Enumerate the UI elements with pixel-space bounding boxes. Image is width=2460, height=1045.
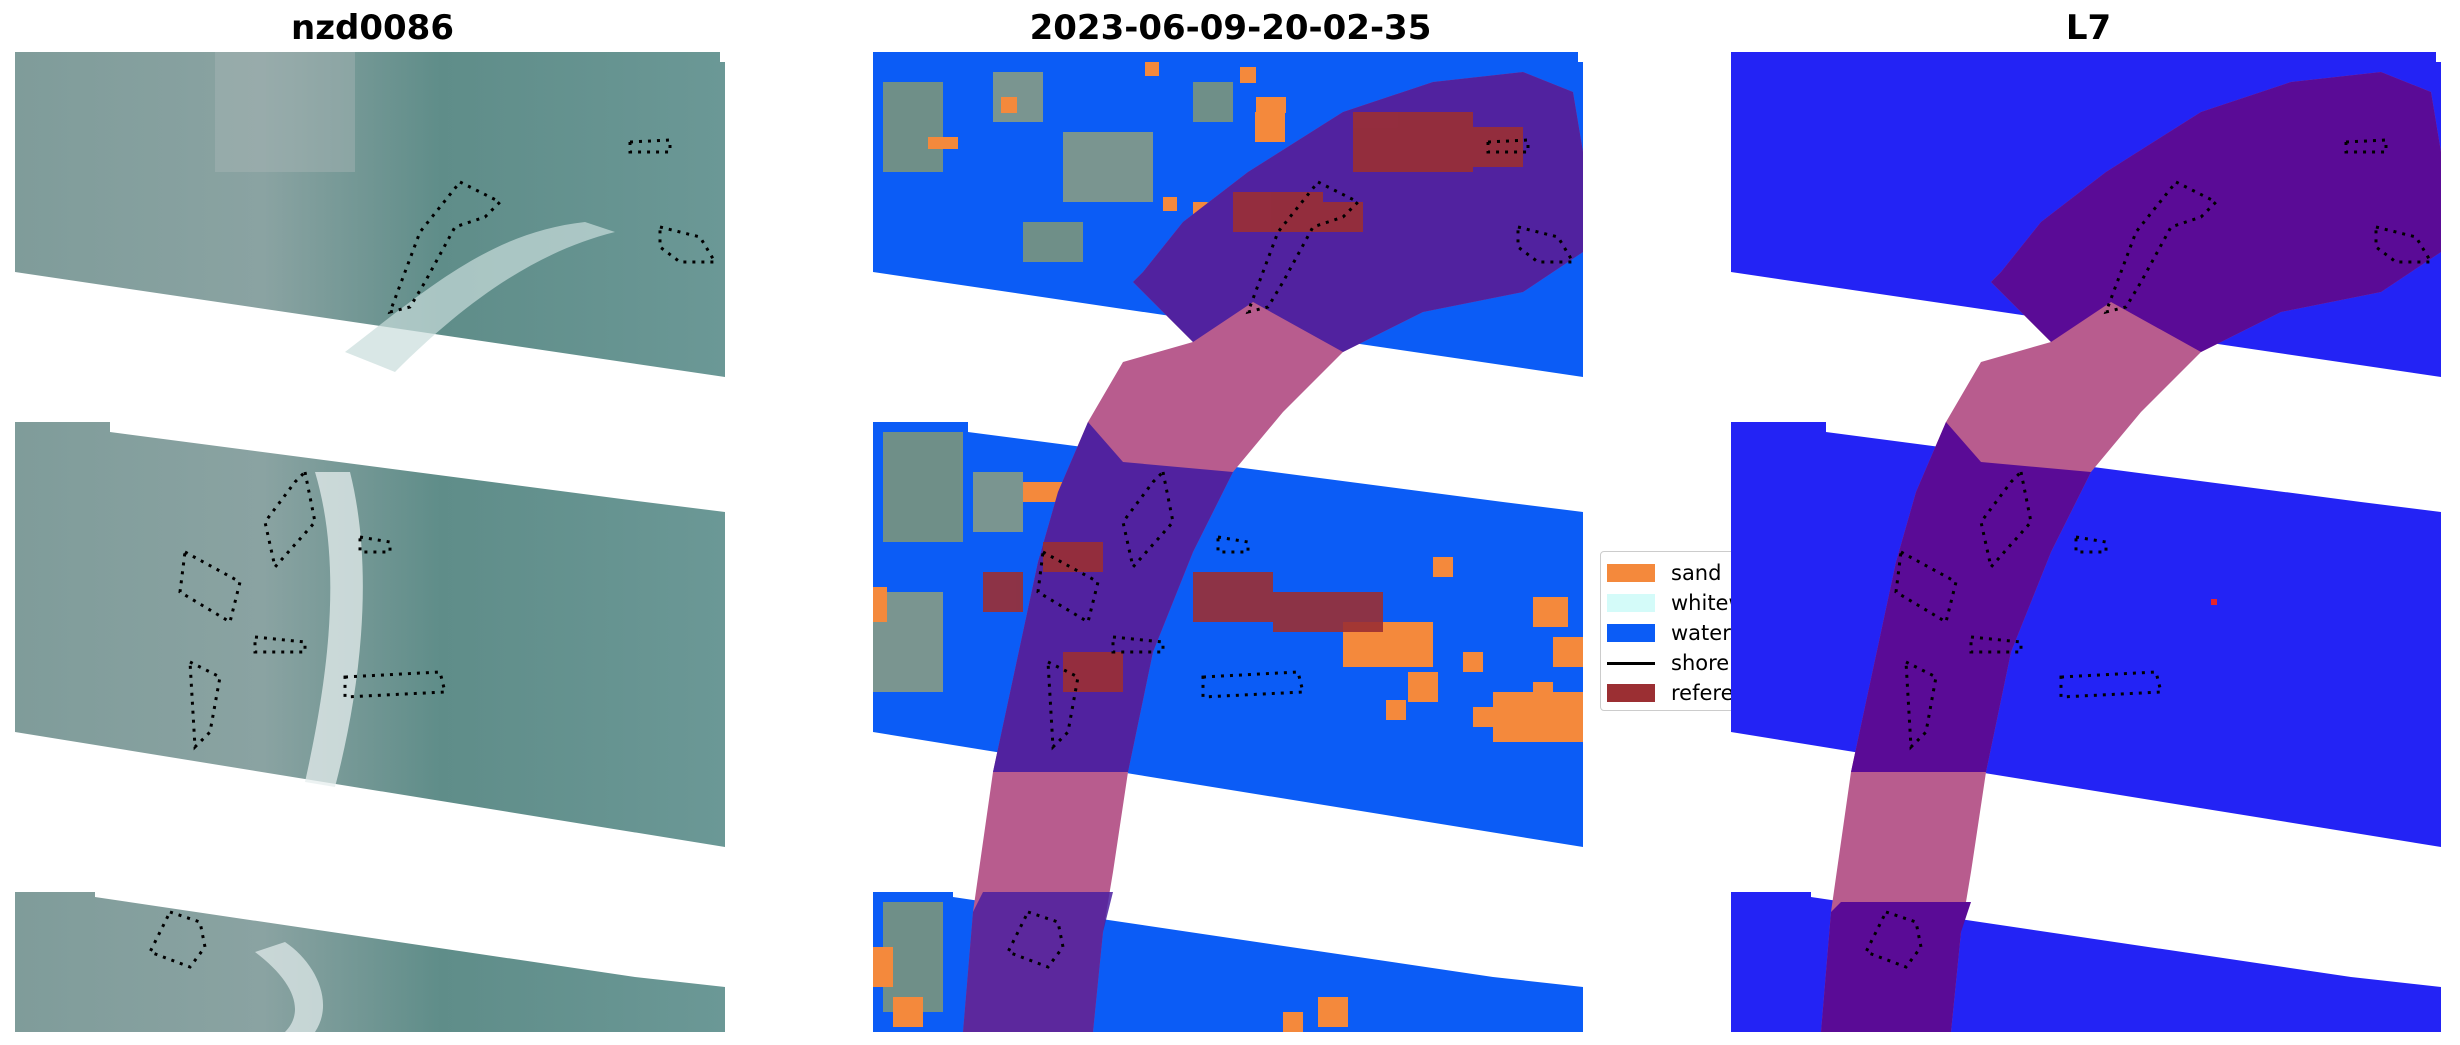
imagery-panel <box>15 52 725 1032</box>
legend-label-shoreline: shoreline <box>1671 651 1739 675</box>
l7-panel <box>1731 52 2441 1032</box>
legend-label-reference: reference shoreline buffer <box>1671 681 1739 705</box>
legend-swatch-sand <box>1607 564 1655 582</box>
l7-shoreline-contours <box>1863 138 2434 969</box>
legend-item-shoreline: shoreline <box>1607 648 1739 678</box>
legend-swatch-whitewater <box>1607 594 1655 612</box>
panel-title-imagery: nzd0086 <box>291 8 454 48</box>
classification-shoreline-contours <box>1005 138 1576 969</box>
legend-label-sand: sand <box>1671 561 1722 585</box>
panel-title-l7: L7 <box>2065 8 2112 48</box>
legend-item-water: water <box>1607 618 1731 648</box>
classified-strip-middle <box>873 422 1583 847</box>
legend-swatch-shoreline <box>1607 661 1655 665</box>
panel-title-classification: 2023-06-09-20-02-35 <box>1029 8 1432 48</box>
classification-panel <box>873 52 1583 1032</box>
l7-buffer <box>1821 72 2441 1032</box>
imagery-strip-bottom <box>15 892 725 1032</box>
reference-region <box>983 112 1523 692</box>
imagery-shoreline-contours <box>147 138 718 969</box>
legend-label-water: water <box>1671 621 1731 645</box>
legend-swatch-reference <box>1607 684 1655 702</box>
imagery-strip-top <box>15 52 725 377</box>
legend-swatch-water <box>1607 624 1655 642</box>
legend-item-reference: reference shoreline buffer <box>1607 678 1739 708</box>
legend-item-sand: sand <box>1607 558 1721 588</box>
imagery-strip-middle <box>15 422 725 847</box>
